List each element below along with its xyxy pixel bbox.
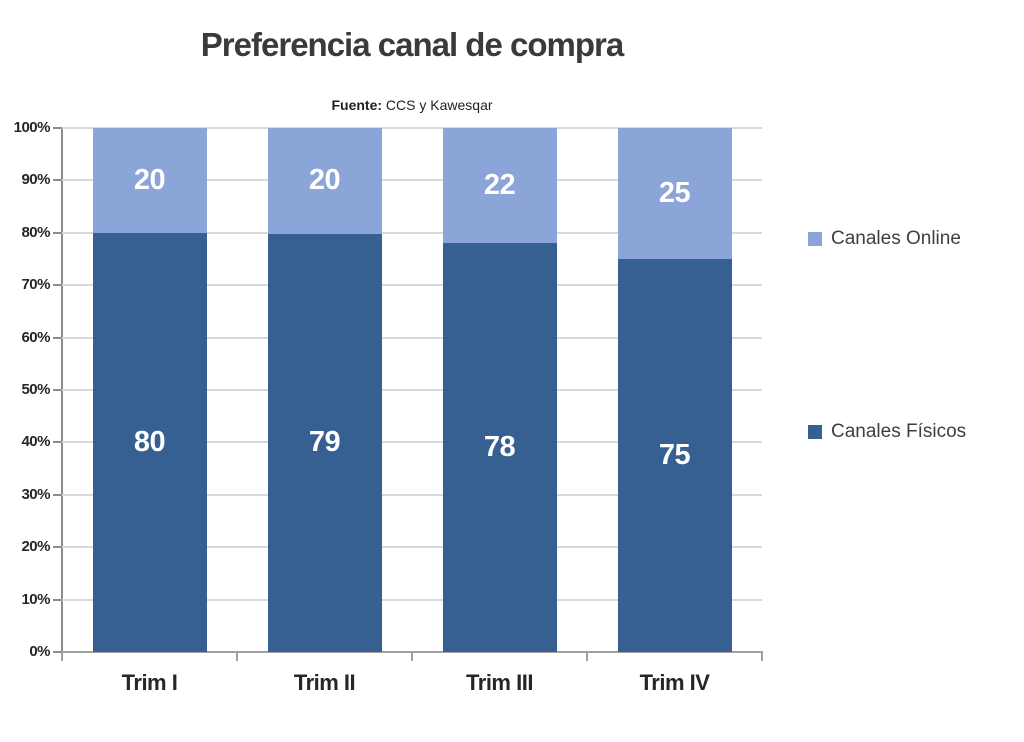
gridline: [62, 336, 762, 339]
x-axis-tick: [586, 652, 588, 661]
y-axis-tick: [53, 179, 62, 182]
y-axis-tick: [53, 598, 62, 601]
y-axis-tick-label: 90%: [21, 171, 50, 189]
bar-value-label: 80: [133, 425, 166, 458]
gridline: [62, 598, 762, 601]
chart-source: Fuente: CCS y Kawesqar: [62, 97, 762, 113]
bar-segment: 75: [617, 259, 732, 652]
bar-value-label: 78: [483, 431, 516, 464]
legend-swatch: [808, 232, 822, 246]
bar-value-label: 22: [483, 169, 516, 202]
x-axis-category-label: Trim IV: [639, 670, 710, 695]
y-axis-tick: [53, 389, 62, 391]
bar-value-label: 75: [658, 439, 691, 471]
legend-item: Canales Online: [808, 228, 961, 250]
chart-title: Preferencia canal de compra: [200, 26, 624, 63]
y-axis-tick-label: 10%: [21, 590, 50, 608]
plot-area: 80 20 79 20 78 22 75 25: [53, 127, 763, 661]
y-axis-tick-label: 20%: [21, 538, 50, 556]
legend-label: Canales Físicos: [831, 421, 967, 442]
legend-item: Canales Físicos: [808, 421, 966, 443]
y-axis-tick-label: 30%: [21, 485, 50, 503]
bar-value-label: 20: [308, 164, 341, 197]
y-axis-tick: [53, 546, 62, 549]
gridline: [62, 493, 762, 496]
y-axis-labels: 0% 10% 20% 30% 40% 50% 60% 70% 80% 90% 100%: [0, 119, 51, 660]
legend-label: Canales Online: [831, 228, 961, 249]
gridline: [62, 546, 762, 549]
x-axis-tick: [411, 652, 413, 661]
y-axis-tick: [53, 127, 62, 129]
y-axis-tick: [53, 651, 62, 653]
x-axis-tick: [761, 652, 763, 661]
x-axis-category-label: Trim III: [466, 670, 533, 695]
y-axis-tick: [53, 441, 62, 444]
y-axis-tick-label: 70%: [21, 276, 50, 294]
gridline: [62, 231, 762, 234]
x-axis-category-label: Trim I: [121, 670, 178, 695]
gridline: [62, 179, 762, 182]
bar-segment: 25: [617, 128, 732, 259]
x-axis-tick: [61, 652, 63, 661]
bar-value-label: 79: [308, 426, 341, 459]
x-axis-labels: Trim I Trim II Trim III Trim IV: [62, 670, 762, 704]
bar-segment: 20: [267, 128, 382, 234]
y-axis-tick-label: 80%: [21, 223, 50, 241]
bar-value-label: 20: [133, 163, 166, 196]
y-axis-tick-label: 40%: [21, 433, 50, 451]
y-axis-tick-label: 0%: [29, 643, 50, 660]
gridline: [62, 389, 762, 391]
y-axis-tick-label: 50%: [21, 381, 50, 398]
x-axis-tick: [236, 652, 238, 661]
gridline: [62, 284, 762, 287]
y-axis-tick: [53, 336, 62, 339]
bar-segment: 80: [92, 232, 207, 652]
bar-segment: 78: [442, 243, 557, 652]
chart-source-label: Fuente:: [331, 97, 383, 113]
x-axis-category-label: Trim II: [293, 670, 356, 695]
bar-segment: 20: [92, 128, 207, 233]
y-axis-tick-label: 100%: [13, 119, 51, 136]
bar-segment: 22: [442, 128, 557, 244]
y-axis-tick: [53, 493, 62, 496]
chart-source-value: CCS y Kawesqar: [385, 97, 493, 113]
legend-swatch: [808, 425, 822, 439]
gridline: [62, 127, 762, 129]
gridline: [62, 441, 762, 444]
y-axis-tick: [53, 284, 62, 287]
y-axis-tick-label: 60%: [21, 328, 50, 346]
bar-segment: 79: [267, 233, 382, 652]
bar-value-label: 25: [658, 177, 691, 209]
y-axis-tick: [53, 231, 62, 234]
